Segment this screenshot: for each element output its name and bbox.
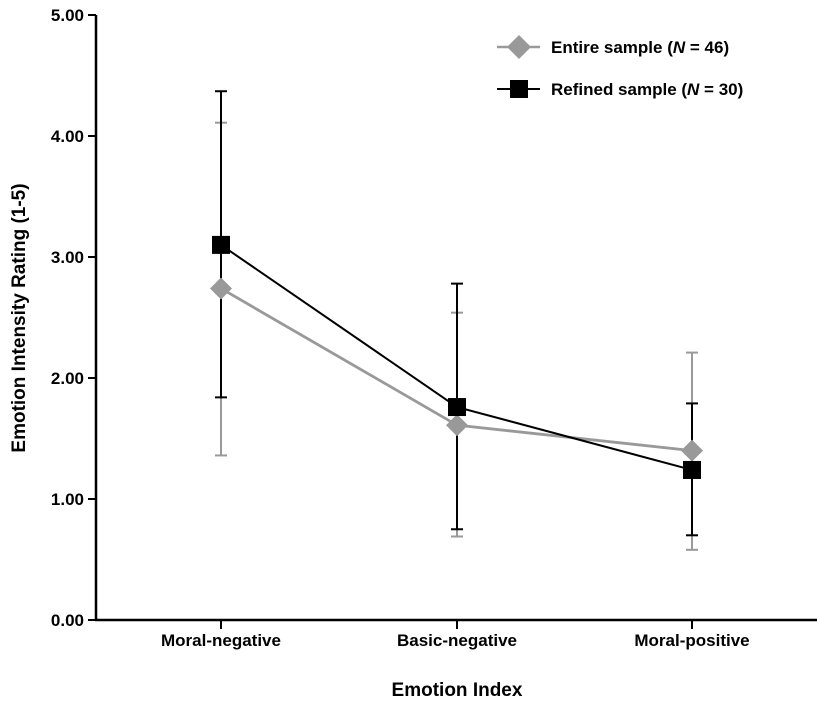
legend-entire-n: N <box>673 38 686 57</box>
data-point-square <box>212 235 230 254</box>
data-point-diamond <box>681 439 703 462</box>
y-tick-label: 1.00 <box>51 490 84 509</box>
x-ticks: Moral-negative Basic-negative Moral-positi… <box>161 620 750 650</box>
y-axis-title: Emotion Intensity Rating (1-5) <box>9 183 30 452</box>
data-point-diamond <box>446 414 468 437</box>
legend-entire-label: Entire sample (N = 46) <box>551 38 729 57</box>
legend-refined-n: N <box>687 80 700 99</box>
legend-entire-marker <box>507 35 531 59</box>
data-point-square <box>448 398 466 417</box>
series-markers-diamond <box>210 277 703 462</box>
legend-refined-marker <box>510 80 528 98</box>
data-point-diamond <box>210 277 232 300</box>
legend-refined-prefix: Refined sample ( <box>551 80 687 99</box>
series-refined-sample <box>215 90 698 537</box>
legend-refined-label: Refined sample (N = 30) <box>551 80 743 99</box>
legend-refined-suffix: = 30) <box>699 80 743 99</box>
legend-entire-suffix: = 46) <box>685 38 729 57</box>
series-layer <box>210 90 703 551</box>
x-tick-label: Moral-negative <box>161 631 281 650</box>
y-ticks: 0.00 1.00 2.00 3.00 4.00 5.00 <box>51 6 96 630</box>
x-tick-label: Basic-negative <box>397 631 517 650</box>
y-tick-label: 2.00 <box>51 369 84 388</box>
legend-entire-prefix: Entire sample ( <box>551 38 673 57</box>
legend: Entire sample (N = 46) Refined sample (N… <box>497 35 743 99</box>
data-point-square <box>683 460 701 479</box>
series-markers-square <box>212 235 701 479</box>
y-tick-label: 0.00 <box>51 611 84 630</box>
y-tick-label: 5.00 <box>51 6 84 25</box>
y-tick-label: 4.00 <box>51 127 84 146</box>
y-tick-label: 3.00 <box>51 248 84 267</box>
x-axis-title: Emotion Index <box>392 680 523 701</box>
x-tick-label: Moral-positive <box>634 631 749 650</box>
